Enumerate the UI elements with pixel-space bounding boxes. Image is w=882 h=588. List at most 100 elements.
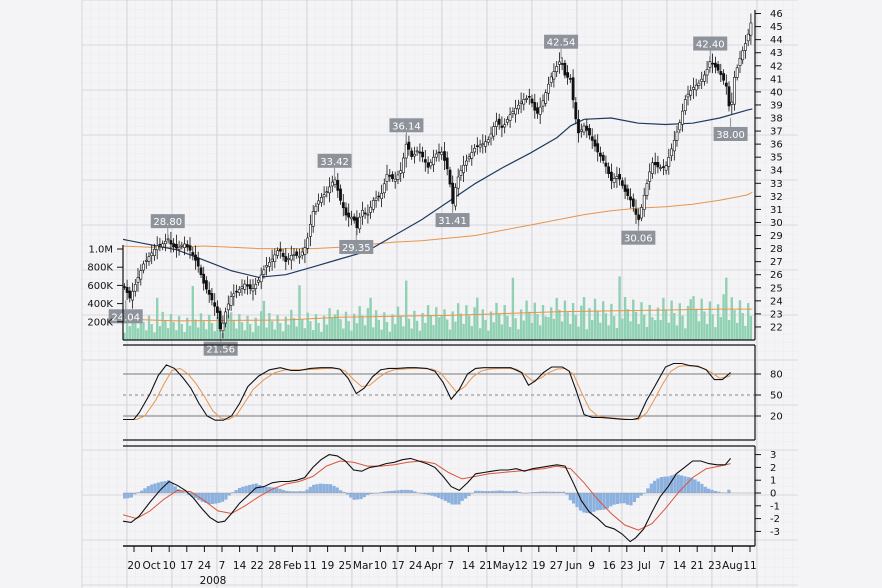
candle-body [281,253,285,257]
macd-histogram-bar [612,493,616,505]
macd-histogram-bar [386,491,390,493]
macd-histogram-bar [146,486,150,493]
volume-bar [560,321,564,340]
candle-body [265,265,269,268]
candle-body [303,247,307,255]
candle-body [670,148,674,157]
candle-body [503,124,507,128]
price-tick-label: 35 [770,153,783,164]
macd-histogram-bar [531,492,535,493]
macd-histogram-bar [123,493,127,499]
candle-body [634,208,638,215]
candle-body [735,67,739,78]
volume-bar [588,308,591,340]
candle-body [169,240,173,245]
volume-bar [637,324,640,340]
candle-body [708,61,712,68]
macd-tick-label: 1 [770,476,776,487]
candle-body [246,284,249,287]
volume-bar [730,297,733,340]
price-tick-label: 46 [770,9,783,20]
macd-histogram-bar [676,474,680,493]
volume-bar [498,313,501,340]
volume-axis: 200K 400K 600K 800K 1.0M [87,245,124,340]
candle-body [697,82,701,86]
candle-body [385,174,389,182]
macd-histogram-bar [342,491,346,493]
candle-body [620,180,624,186]
candle-body [226,303,230,311]
candle-body [514,108,518,115]
macd-histogram-bar [491,490,495,493]
macd-histogram-bar [180,490,184,493]
volume-bar [525,300,528,340]
volume-bar [336,309,339,340]
volume-bar [741,313,744,340]
macd-histogram-bar [271,487,275,493]
x-tick-label: 22 [251,560,264,572]
candle-body [560,63,564,65]
volume-bar [563,300,567,340]
macd-histogram-bar [275,488,279,493]
macd-histogram-bar [707,488,711,493]
volume-bar [429,315,432,340]
volume-bar [235,328,238,340]
macd-histogram-bar [362,493,366,498]
volume-bar [454,321,457,340]
macd-tick-label: 2 [770,463,776,474]
candle-body [289,255,293,261]
volume-bar [580,305,583,340]
candle-body [336,180,340,191]
volume-bar [678,303,681,340]
candle-body [248,284,252,290]
candle-body [681,110,684,125]
candle-body [470,152,474,159]
candle-body [683,99,687,111]
volume-bar [462,323,465,340]
volume-bar [232,320,235,340]
macd-histogram-bar [693,479,697,493]
x-tick-label: 14 [673,560,687,572]
price-tick-label: 36 [770,140,783,151]
macd-tick-label: 3 [770,450,776,461]
volume-bar [188,325,192,340]
candle-body [689,90,693,96]
candle-body [656,162,660,168]
macd-histogram-bar [403,489,407,493]
x-axis: 20 Oct 10 17 24 7 14 22 28 Feb 11 19 25 Mar 10 17 24 Apr 7… [127,546,757,572]
candle-body [207,289,211,295]
candle-body [311,211,315,227]
macd-histogram-bar [278,488,282,493]
volume-bar [670,300,673,340]
candle-body [221,322,225,332]
macd-histogram-bar [349,493,353,498]
candle-body [574,102,578,120]
candle-body [418,151,422,154]
macd-histogram-bar [244,485,248,493]
macd-histogram-bar [430,493,434,496]
x-tick-label: Mar [353,560,373,572]
macd-histogram-bar [680,475,684,493]
candle-body [393,178,397,182]
candle-body [552,71,556,80]
stochastic-d-line [123,365,731,421]
candle-body [166,238,170,241]
volume-tick-label: 800K [87,263,113,274]
volume-bar [377,319,380,340]
candle-body [579,129,583,132]
macd-histogram-bar [207,493,211,505]
candle-body [464,160,468,166]
volume-bar [612,316,616,340]
candle-body [516,104,520,110]
volume-bar [197,327,200,340]
candle-body [377,195,381,198]
volume-bar [238,314,241,340]
candle-body [273,254,277,262]
x-tick-label: 16 [603,560,617,572]
volume-bar [333,314,337,340]
candle-body [459,170,463,176]
macd-histogram-bar [433,493,437,497]
candle-body [473,148,477,153]
price-callout-label: 36.14 [392,121,421,132]
volume-bar [366,308,370,340]
